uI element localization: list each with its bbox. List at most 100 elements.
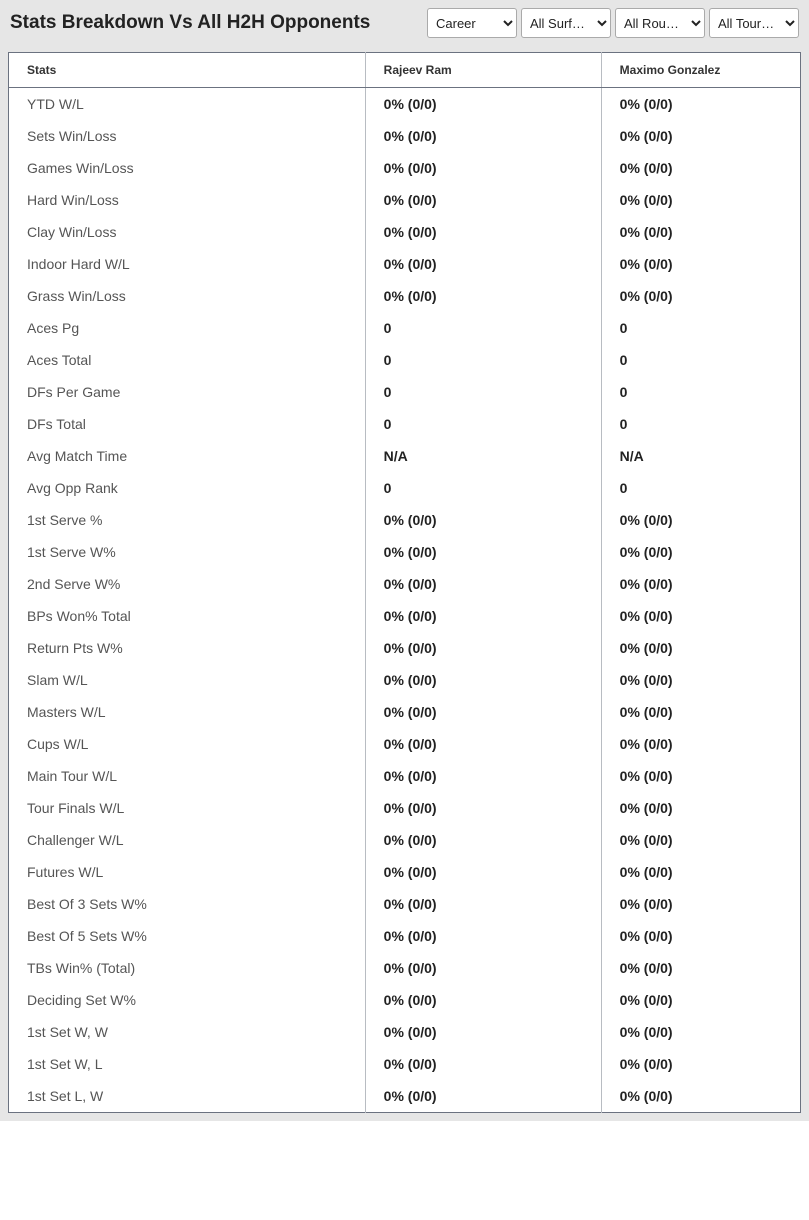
- header-bar: Stats Breakdown Vs All H2H Opponents Car…: [0, 0, 809, 46]
- stat-label: Sets Win/Loss: [9, 120, 366, 152]
- stat-value-player1: 0: [365, 312, 601, 344]
- stat-value-player1: 0% (0/0): [365, 664, 601, 696]
- filter-timeframe[interactable]: Career: [427, 8, 517, 38]
- stat-value-player1: 0% (0/0): [365, 696, 601, 728]
- stat-label: Best Of 5 Sets W%: [9, 920, 366, 952]
- stat-label: Avg Match Time: [9, 440, 366, 472]
- table-row: Clay Win/Loss0% (0/0)0% (0/0): [9, 216, 801, 248]
- table-row: Games Win/Loss0% (0/0)0% (0/0): [9, 152, 801, 184]
- stat-value-player1: 0% (0/0): [365, 504, 601, 536]
- stat-value-player1: 0% (0/0): [365, 568, 601, 600]
- stat-value-player1: 0% (0/0): [365, 760, 601, 792]
- stat-label: TBs Win% (Total): [9, 952, 366, 984]
- table-row: Grass Win/Loss0% (0/0)0% (0/0): [9, 280, 801, 312]
- table-row: Futures W/L0% (0/0)0% (0/0): [9, 856, 801, 888]
- stat-value-player1: 0% (0/0): [365, 824, 601, 856]
- stat-value-player1: 0% (0/0): [365, 728, 601, 760]
- column-header-stats: Stats: [9, 53, 366, 88]
- stat-value-player2: 0% (0/0): [601, 600, 800, 632]
- table-row: 2nd Serve W%0% (0/0)0% (0/0): [9, 568, 801, 600]
- stat-label: Return Pts W%: [9, 632, 366, 664]
- stat-value-player1: 0% (0/0): [365, 184, 601, 216]
- page-title: Stats Breakdown Vs All H2H Opponents: [10, 12, 370, 34]
- stat-label: YTD W/L: [9, 88, 366, 121]
- stat-label: Futures W/L: [9, 856, 366, 888]
- stat-label: Avg Opp Rank: [9, 472, 366, 504]
- stat-label: 1st Serve W%: [9, 536, 366, 568]
- stat-value-player2: 0% (0/0): [601, 984, 800, 1016]
- column-header-player2: Maximo Gonzalez: [601, 53, 800, 88]
- stat-value-player2: 0% (0/0): [601, 696, 800, 728]
- table-row: BPs Won% Total0% (0/0)0% (0/0): [9, 600, 801, 632]
- stat-value-player1: 0% (0/0): [365, 600, 601, 632]
- table-row: Sets Win/Loss0% (0/0)0% (0/0): [9, 120, 801, 152]
- stat-label: BPs Won% Total: [9, 600, 366, 632]
- stat-value-player2: 0: [601, 344, 800, 376]
- stat-value-player1: 0% (0/0): [365, 120, 601, 152]
- stat-value-player2: 0% (0/0): [601, 280, 800, 312]
- stat-label: 1st Set W, L: [9, 1048, 366, 1080]
- table-row: Best Of 5 Sets W%0% (0/0)0% (0/0): [9, 920, 801, 952]
- stat-value-player2: 0% (0/0): [601, 1048, 800, 1080]
- filter-tour[interactable]: All Tour…: [709, 8, 799, 38]
- table-row: 1st Set L, W0% (0/0)0% (0/0): [9, 1080, 801, 1113]
- stat-value-player2: 0% (0/0): [601, 952, 800, 984]
- stat-label: 1st Set W, W: [9, 1016, 366, 1048]
- stat-value-player2: 0% (0/0): [601, 760, 800, 792]
- table-row: Avg Opp Rank00: [9, 472, 801, 504]
- stat-value-player1: 0% (0/0): [365, 792, 601, 824]
- stat-label: Masters W/L: [9, 696, 366, 728]
- table-row: Best Of 3 Sets W%0% (0/0)0% (0/0): [9, 888, 801, 920]
- stat-label: 1st Serve %: [9, 504, 366, 536]
- stat-value-player1: 0% (0/0): [365, 920, 601, 952]
- table-row: 1st Serve W%0% (0/0)0% (0/0): [9, 536, 801, 568]
- table-row: 1st Set W, W0% (0/0)0% (0/0): [9, 1016, 801, 1048]
- filter-round[interactable]: All Rou…: [615, 8, 705, 38]
- stat-value-player2: 0% (0/0): [601, 88, 800, 121]
- stat-value-player2: 0% (0/0): [601, 856, 800, 888]
- stat-value-player1: 0: [365, 472, 601, 504]
- table-row: 1st Serve %0% (0/0)0% (0/0): [9, 504, 801, 536]
- stat-value-player1: 0% (0/0): [365, 856, 601, 888]
- stat-value-player1: 0% (0/0): [365, 248, 601, 280]
- stat-label: Aces Total: [9, 344, 366, 376]
- stat-value-player2: 0% (0/0): [601, 920, 800, 952]
- stat-value-player2: 0% (0/0): [601, 728, 800, 760]
- filter-surface[interactable]: All Surf…: [521, 8, 611, 38]
- stat-label: Best Of 3 Sets W%: [9, 888, 366, 920]
- stat-value-player1: 0% (0/0): [365, 1016, 601, 1048]
- table-row: Return Pts W%0% (0/0)0% (0/0): [9, 632, 801, 664]
- stats-table: Stats Rajeev Ram Maximo Gonzalez YTD W/L…: [8, 52, 801, 1113]
- stat-value-player2: 0: [601, 408, 800, 440]
- stat-value-player2: 0% (0/0): [601, 1016, 800, 1048]
- stat-value-player2: 0% (0/0): [601, 664, 800, 696]
- stat-label: Slam W/L: [9, 664, 366, 696]
- stat-label: Aces Pg: [9, 312, 366, 344]
- stat-value-player1: 0: [365, 408, 601, 440]
- table-row: DFs Per Game00: [9, 376, 801, 408]
- stat-value-player2: 0% (0/0): [601, 888, 800, 920]
- stat-value-player2: 0% (0/0): [601, 568, 800, 600]
- stat-value-player1: 0% (0/0): [365, 1080, 601, 1113]
- stat-value-player2: 0% (0/0): [601, 152, 800, 184]
- stat-value-player2: 0% (0/0): [601, 632, 800, 664]
- table-header-row: Stats Rajeev Ram Maximo Gonzalez: [9, 53, 801, 88]
- stat-value-player2: 0% (0/0): [601, 248, 800, 280]
- stat-value-player2: 0% (0/0): [601, 792, 800, 824]
- stat-label: Games Win/Loss: [9, 152, 366, 184]
- stat-value-player2: 0: [601, 376, 800, 408]
- stat-label: Deciding Set W%: [9, 984, 366, 1016]
- table-row: Aces Pg00: [9, 312, 801, 344]
- stat-label: Tour Finals W/L: [9, 792, 366, 824]
- stat-label: Clay Win/Loss: [9, 216, 366, 248]
- stat-label: 1st Set L, W: [9, 1080, 366, 1113]
- stat-value-player2: 0% (0/0): [601, 1080, 800, 1113]
- stat-label: 2nd Serve W%: [9, 568, 366, 600]
- stat-value-player1: 0% (0/0): [365, 536, 601, 568]
- filters: Career All Surf… All Rou… All Tour…: [427, 8, 799, 38]
- table-row: TBs Win% (Total)0% (0/0)0% (0/0): [9, 952, 801, 984]
- table-row: YTD W/L0% (0/0)0% (0/0): [9, 88, 801, 121]
- stat-label: Challenger W/L: [9, 824, 366, 856]
- table-row: Hard Win/Loss0% (0/0)0% (0/0): [9, 184, 801, 216]
- stat-value-player1: 0% (0/0): [365, 152, 601, 184]
